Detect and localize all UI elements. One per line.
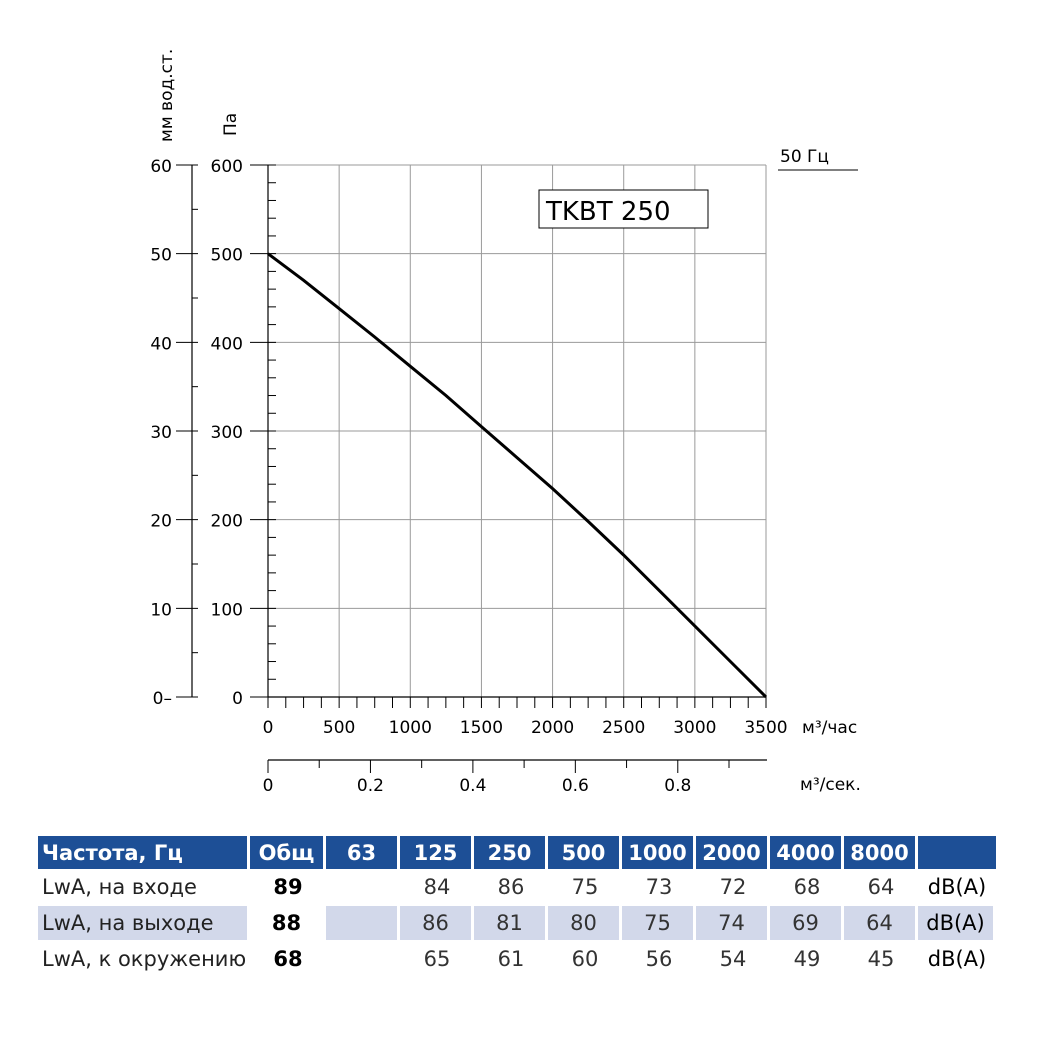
cell-8000: 64	[844, 906, 918, 940]
cell-2000: 54	[719, 947, 747, 971]
x-axis-unit: м³/час	[802, 718, 857, 738]
table-row: LwA, на входе 89 84 86 75 73 72 68 64 dB…	[38, 869, 996, 905]
cell-500: 80	[548, 906, 622, 940]
header-cell-4000: 4000	[770, 836, 844, 869]
x2-tick-label: 0.8	[664, 776, 691, 796]
row-total: 68	[273, 947, 303, 971]
chart-svg: 0 100 200 300 400 500 600 0– 10 20 30 40 50 60 мм вод.…	[150, 49, 861, 796]
x-tick-label: 3000	[673, 718, 716, 738]
row-total: 88	[250, 906, 326, 940]
pa-tick-label: 300	[211, 423, 243, 443]
mm-tick-label: 50	[150, 246, 172, 266]
mm-tick-label: 60	[150, 157, 172, 177]
pa-axis-title: Па	[221, 113, 241, 136]
cell-1000: 75	[622, 906, 696, 940]
cell-63	[326, 870, 400, 904]
row-unit: dB(A)	[927, 947, 987, 971]
cell-2000: 74	[696, 906, 770, 940]
mm-tick-label: 40	[150, 334, 172, 354]
row-unit: dB(A)	[918, 906, 996, 940]
cell-250: 61	[497, 947, 525, 971]
header-cell-250: 250	[474, 836, 548, 869]
cell-4000: 49	[793, 947, 821, 971]
cell-1000: 56	[645, 947, 673, 971]
header-cell-frequency: Частота, Гц	[38, 836, 250, 869]
cell-125: 86	[400, 906, 474, 940]
cell-250: 86	[497, 875, 525, 899]
pa-tick-label: 600	[211, 157, 243, 177]
x-tick-label: 0	[263, 718, 274, 738]
row-label: LwA, на входе	[42, 875, 197, 899]
cell-125: 65	[423, 947, 451, 971]
x2-tick-label: 0.2	[357, 776, 384, 796]
row-total: 89	[273, 875, 303, 899]
cell-125: 84	[423, 875, 451, 899]
row-unit: dB(A)	[927, 875, 987, 899]
pa-tick-label: 0	[232, 689, 243, 709]
mm-tick-label: 30	[150, 423, 172, 443]
mm-axis-title: мм вод.ст.	[157, 49, 177, 142]
row-label: LwA, на выходе	[38, 906, 250, 940]
row-label: LwA, к окружению	[42, 947, 247, 971]
mm-tick-label: 0–	[153, 689, 172, 709]
header-cell-2000: 2000	[696, 836, 770, 869]
cell-63	[326, 906, 400, 940]
pa-tick-label: 500	[211, 246, 243, 266]
mm-tick-label: 20	[150, 512, 172, 532]
mm-tick-label: 10	[150, 600, 172, 620]
cell-500: 75	[571, 875, 599, 899]
cell-500: 60	[571, 947, 599, 971]
sound-power-table: Частота, Гц Общ 63 125 250 500 1000 2000…	[38, 836, 996, 977]
cell-2000: 72	[719, 875, 747, 899]
x2-tick-label: 0.4	[459, 776, 486, 796]
header-cell-8000: 8000	[844, 836, 918, 869]
model-label: TKBT 250	[545, 197, 671, 227]
x2-tick-label: 0	[263, 776, 274, 796]
cell-8000: 64	[867, 875, 895, 899]
fan-curve-chart: 0 100 200 300 400 500 600 0– 10 20 30 40 50 60 мм вод.…	[150, 49, 861, 796]
table-header-row: Частота, Гц Общ 63 125 250 500 1000 2000…	[38, 836, 996, 869]
cell-250: 81	[474, 906, 548, 940]
cell-1000: 73	[645, 875, 673, 899]
x-tick-label: 3500	[744, 718, 787, 738]
x2-axis-unit: м³/сек.	[800, 775, 861, 795]
header-cell-500: 500	[548, 836, 622, 869]
table-row: LwA, на выходе 88 86 81 80 75 74 69 64 d…	[38, 905, 996, 941]
model-label-box	[538, 189, 709, 229]
cell-4000: 68	[793, 875, 821, 899]
cell-8000: 45	[867, 947, 895, 971]
header-cell-1000: 1000	[622, 836, 696, 869]
x-tick-label: 2500	[602, 718, 645, 738]
x2-tick-label: 0.6	[562, 776, 589, 796]
header-cell-unit	[918, 836, 996, 869]
table-row: LwA, к окружению 68 65 61 60 56 54 49 45…	[38, 941, 996, 977]
header-cell-63: 63	[326, 836, 400, 869]
x-tick-label: 1500	[460, 718, 503, 738]
cell-63	[326, 942, 400, 976]
cell-4000: 69	[770, 906, 844, 940]
x-tick-label: 2000	[531, 718, 574, 738]
pa-tick-label: 200	[211, 512, 243, 532]
pa-tick-label: 100	[211, 600, 243, 620]
fan-curve-line	[267, 252, 768, 699]
header-cell-total: Общ	[250, 836, 326, 869]
x-tick-label: 1000	[389, 718, 432, 738]
header-cell-125: 125	[400, 836, 474, 869]
x-tick-label: 500	[323, 718, 355, 738]
frequency-label: 50 Гц	[780, 147, 829, 167]
pa-tick-label: 400	[211, 334, 243, 354]
